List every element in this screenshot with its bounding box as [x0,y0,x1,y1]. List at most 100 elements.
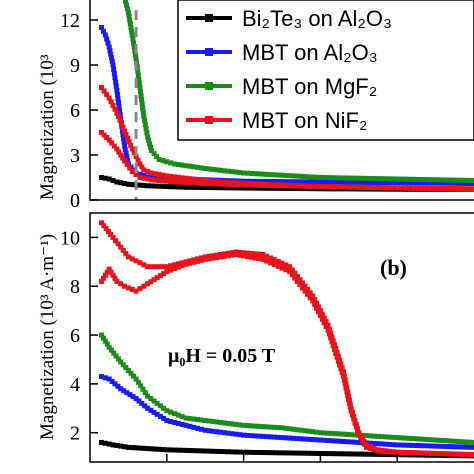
data-point [362,451,368,457]
data-point [118,180,124,186]
data-point [329,339,335,345]
data-point [175,420,181,426]
legend-label: MBT on Al₂O₃ [242,40,378,65]
field-annotation: μ₀H = 0.05 T [168,345,276,367]
data-point [151,277,157,283]
data-point [233,431,239,437]
data-point [425,450,431,456]
data-point [198,257,204,263]
data-point [417,436,423,442]
data-point [106,441,112,447]
data-point [192,448,198,454]
data-point [253,171,259,177]
data-point [214,178,220,184]
data-point [216,185,222,191]
data-point [269,179,275,185]
data-point [285,179,291,185]
data-point [141,113,147,119]
data-point [440,451,446,457]
data-point [418,185,424,191]
data-point [366,175,372,181]
data-point [440,443,446,449]
data-point [168,184,174,190]
data-point [133,172,139,177]
data-point [344,439,350,445]
data-point [101,132,107,138]
data-point [130,36,136,42]
data-point [297,450,303,456]
data-point [210,418,216,424]
data-point [370,451,376,457]
data-point [275,425,281,431]
data-point [171,419,177,425]
y-tick-label: 4 [70,374,80,396]
data-point [108,231,114,237]
data-point [402,435,408,441]
data-point [390,185,396,191]
data-point [241,422,247,428]
data-point [198,165,204,171]
data-point [356,439,362,445]
data-point [279,425,285,431]
data-point [229,169,235,175]
data-point [253,185,259,191]
data-point [346,184,352,190]
data-point [277,172,283,178]
y-tick-label: 8 [70,276,80,298]
data-point [334,175,340,181]
data-point [444,438,450,444]
data-point [225,168,231,174]
data-point [161,271,167,277]
data-point [307,295,313,301]
data-point [99,374,105,380]
data-point [113,353,119,359]
data-point [137,85,143,90]
data-point [297,282,303,288]
data-point [350,451,356,457]
y-tick-label: 9 [70,55,80,77]
data-point [120,362,126,368]
data-point [106,95,112,101]
data-point [206,166,212,172]
data-point [317,179,323,185]
data-point [151,409,157,415]
data-point [338,179,344,185]
data-point [317,430,323,436]
data-point [100,28,106,34]
data-point [152,177,158,183]
data-point [135,68,141,74]
data-point [383,434,389,440]
data-point [325,438,331,444]
data-point [210,166,216,172]
data-point [151,151,157,156]
data-point [317,184,323,189]
data-point [264,434,270,440]
y-axis-label-top: Magnetization (10³ [37,54,58,200]
data-point [220,449,226,455]
data-point [202,427,208,433]
data-point [171,262,177,268]
data-point [237,249,243,255]
data-point [382,180,388,186]
data-point [394,449,400,455]
data-point [168,160,174,166]
data-point [402,449,408,455]
data-point [202,256,208,262]
data-point [346,400,352,406]
data-point [398,176,404,182]
data-point [216,448,222,454]
data-point [366,451,372,457]
data-point [294,427,300,433]
data-point [371,447,377,453]
data-point [448,438,454,444]
data-point [256,251,262,257]
data-point [104,135,110,140]
data-point [414,180,420,186]
data-point [435,185,441,191]
data-point [129,28,135,34]
data-point [390,434,396,440]
data-point [133,445,139,451]
data-point [123,2,129,8]
legend-marker [205,82,213,90]
data-point [196,448,202,454]
